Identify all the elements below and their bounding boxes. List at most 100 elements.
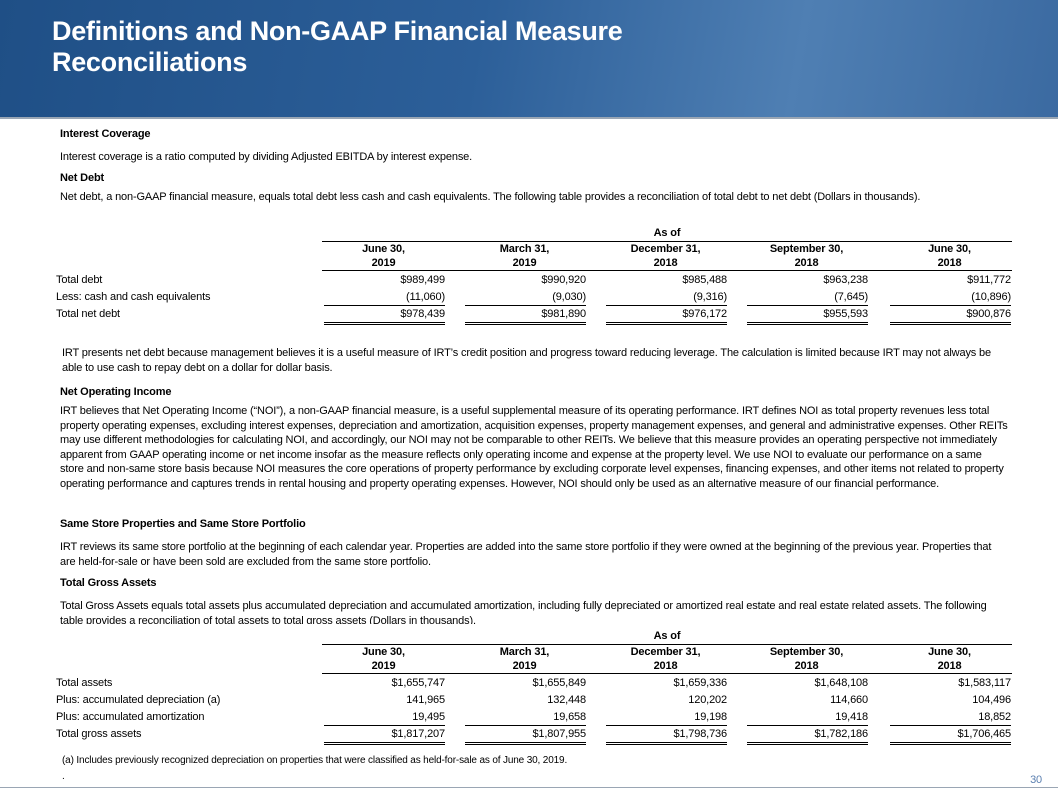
cell-value: 120,202 bbox=[688, 694, 727, 706]
cell-rule bbox=[465, 725, 586, 726]
cell-value: $955,593 bbox=[823, 308, 868, 320]
paragraph: Interest coverage is a ratio computed by… bbox=[60, 151, 473, 163]
row-label: Total net debt bbox=[56, 308, 120, 320]
cell-value: $981,890 bbox=[541, 308, 586, 320]
cell-value: (7,645) bbox=[834, 291, 868, 303]
net-debt-table: As of June 30, 2019 March 31, 2019 December… bbox=[0, 226, 1058, 326]
cell-rule bbox=[747, 725, 868, 726]
cell-rule bbox=[747, 322, 868, 323]
cell-value: $985,488 bbox=[682, 274, 727, 286]
column-header: June 30, 2018 bbox=[928, 243, 971, 269]
cell-rule bbox=[890, 744, 1011, 745]
column-header: December 31, 2018 bbox=[630, 646, 701, 672]
cell-value: (9,030) bbox=[552, 291, 586, 303]
cell-rule bbox=[324, 305, 445, 306]
cell-value: $963,238 bbox=[823, 274, 868, 286]
footnote: (a) Includes previously recognized depre… bbox=[62, 755, 568, 766]
cell-rule bbox=[324, 322, 445, 323]
cell-rule bbox=[890, 324, 1011, 325]
cell-rule bbox=[606, 305, 727, 306]
cell-rule bbox=[747, 744, 868, 745]
section-heading: Interest Coverage bbox=[60, 128, 151, 140]
column-header: March 31, 2019 bbox=[499, 646, 550, 672]
cell-value: $1,655,747 bbox=[391, 677, 445, 689]
section-heading: Net Operating Income bbox=[60, 386, 172, 398]
paragraph: IRT presents net debt because management… bbox=[62, 347, 991, 374]
cell-rule bbox=[606, 324, 727, 325]
cell-value: 18,852 bbox=[978, 711, 1011, 723]
cell-value: $1,817,207 bbox=[391, 728, 445, 740]
section-heading: Same Store Properties and Same Store Por… bbox=[60, 518, 306, 530]
cell-value: (9,316) bbox=[693, 291, 727, 303]
cell-rule bbox=[606, 742, 727, 743]
cell-value: $1,583,117 bbox=[958, 677, 1011, 689]
cell-value: $1,659,336 bbox=[673, 677, 727, 689]
cell-rule bbox=[465, 742, 586, 743]
cell-rule bbox=[606, 322, 727, 323]
paragraph: Total Gross Assets equals total assets p… bbox=[60, 600, 987, 624]
cell-rule bbox=[324, 324, 445, 325]
cell-value: $990,920 bbox=[541, 274, 586, 286]
header-rule bbox=[0, 117, 1058, 119]
cell-rule bbox=[324, 725, 445, 726]
paragraph: IRT believes that Net Operating Income (… bbox=[60, 405, 1008, 490]
row-label: Less: cash and cash equivalents bbox=[56, 291, 211, 303]
column-header: December 31, 2018 bbox=[630, 243, 701, 269]
column-header: June 30, 2019 bbox=[362, 243, 405, 269]
cell-rule bbox=[747, 324, 868, 325]
header-rule bbox=[322, 270, 1012, 271]
section-heading: Net Debt bbox=[60, 172, 105, 184]
column-header: June 30, 2018 bbox=[928, 646, 971, 672]
section-heading: Total Gross Assets bbox=[60, 577, 157, 589]
cell-value: 114,660 bbox=[830, 694, 868, 706]
cell-value: 19,495 bbox=[412, 711, 445, 723]
cell-value: $1,807,955 bbox=[532, 728, 586, 740]
column-header: September 30, 2018 bbox=[769, 243, 844, 269]
cell-rule bbox=[606, 744, 727, 745]
header-rule bbox=[322, 644, 1012, 645]
page-number: 30 bbox=[1030, 774, 1042, 786]
cell-value: (10,896) bbox=[971, 291, 1011, 303]
paragraph: Net debt, a non-GAAP financial measure, … bbox=[60, 191, 921, 203]
cell-rule bbox=[606, 725, 727, 726]
row-label: Total gross assets bbox=[56, 728, 142, 740]
cell-rule bbox=[890, 725, 1011, 726]
cell-rule bbox=[747, 742, 868, 743]
group-header: As of bbox=[653, 227, 681, 239]
cell-value: $978,439 bbox=[400, 308, 445, 320]
cell-value: 132,448 bbox=[547, 694, 586, 706]
group-header: As of bbox=[653, 630, 681, 642]
paragraph: IRT reviews its same store portfolio at … bbox=[60, 541, 992, 568]
cell-value: $989,499 bbox=[400, 274, 445, 286]
cell-value: $1,706,465 bbox=[957, 728, 1011, 740]
cell-value: $1,782,186 bbox=[814, 728, 868, 740]
cell-value: $900,876 bbox=[966, 308, 1011, 320]
cell-rule bbox=[465, 322, 586, 323]
column-header: June 30, 2019 bbox=[362, 646, 405, 672]
row-label: Total debt bbox=[56, 274, 103, 286]
cell-value: $1,648,108 bbox=[814, 677, 868, 689]
cell-value: $1,655,849 bbox=[532, 677, 586, 689]
cell-value: 104,496 bbox=[972, 694, 1011, 706]
cell-rule bbox=[890, 322, 1011, 323]
footer-mark: . bbox=[62, 771, 65, 782]
column-header: September 30, 2018 bbox=[769, 646, 844, 672]
cell-value: (11,060) bbox=[406, 291, 445, 303]
cell-rule bbox=[465, 324, 586, 325]
header-banner bbox=[0, 0, 1058, 117]
cell-rule bbox=[465, 305, 586, 306]
header-rule bbox=[322, 673, 1012, 674]
cell-value: 19,418 bbox=[835, 711, 868, 723]
cell-rule bbox=[747, 305, 868, 306]
cell-rule bbox=[324, 742, 445, 743]
cell-rule bbox=[324, 744, 445, 745]
cell-value: $976,172 bbox=[682, 308, 727, 320]
gross-assets-table: As of June 30, 2019 March 31, 2019 December… bbox=[0, 629, 1058, 749]
row-label: Plus: accumulated amortization bbox=[56, 711, 205, 723]
cell-value: 19,198 bbox=[694, 711, 727, 723]
cell-rule bbox=[465, 744, 586, 745]
cell-rule bbox=[890, 305, 1011, 306]
row-label: Plus: accumulated depreciation (a) bbox=[56, 694, 221, 706]
footer-rule bbox=[0, 787, 1058, 788]
